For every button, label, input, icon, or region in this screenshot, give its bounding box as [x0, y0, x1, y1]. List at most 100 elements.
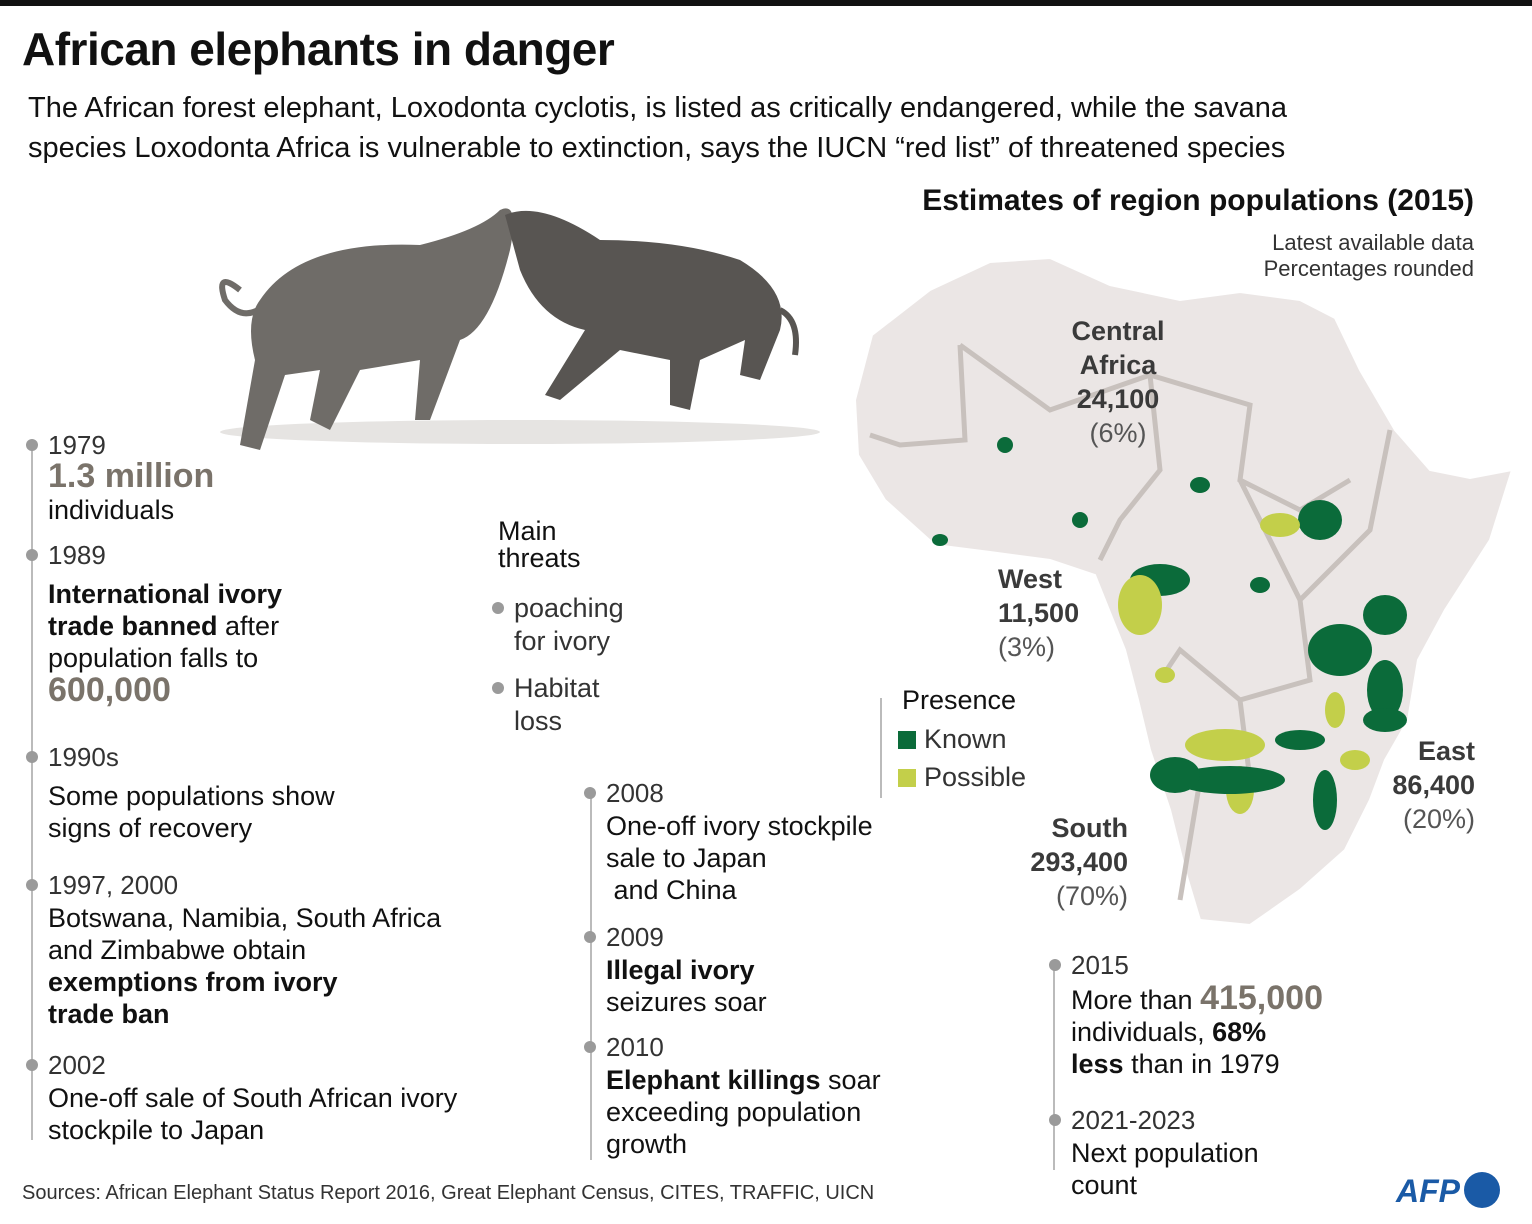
legend-rule — [880, 698, 882, 798]
timeline-line: More than 415,000 — [1071, 981, 1323, 1016]
presence-area — [1072, 512, 1088, 528]
region-share: (20%) — [1402, 804, 1475, 834]
timeline-year: 1990s — [48, 742, 119, 772]
bold-text: Elephant killings — [606, 1065, 821, 1095]
presence-area — [1363, 595, 1407, 635]
region-name: Central Africa — [1071, 316, 1165, 380]
timeline-line: growth — [606, 1128, 881, 1160]
timeline-line: signs of recovery — [48, 812, 335, 844]
timeline-line: less than in 1979 — [1071, 1048, 1323, 1080]
timeline-item: 1979 1.3 million individuals — [48, 430, 214, 526]
legend-item: Possible — [898, 762, 1026, 793]
presence-area — [1155, 667, 1175, 683]
timeline-year: 1997, 2000 — [48, 870, 179, 900]
timeline-line: and China — [606, 874, 873, 906]
presence-area — [1275, 730, 1325, 750]
text-segment: growth — [606, 1129, 688, 1159]
region-name: West — [998, 564, 1063, 594]
timeline-dot — [584, 1041, 596, 1053]
text-segment: Botswana, Namibia, South Africa — [48, 903, 442, 933]
region-label: West 11,500 (3%) — [998, 562, 1079, 664]
threat-dot — [492, 602, 504, 614]
presence-area — [1298, 500, 1342, 540]
timeline-line: trade ban — [48, 998, 441, 1030]
timeline-text: Elephant killings soar exceeding populati… — [606, 1064, 881, 1160]
region-population: 11,500 — [998, 598, 1080, 628]
timeline-dot — [26, 751, 38, 763]
text-segment: than in 1979 — [1123, 1049, 1280, 1079]
timeline-line: Illegal ivory — [606, 954, 767, 986]
timeline-dot — [26, 549, 38, 561]
timeline-item: 2008 One-off ivory stockpile sale to Japan… — [606, 778, 873, 906]
presence-area — [1363, 708, 1407, 732]
presence-area — [1367, 660, 1403, 720]
timeline-dot — [1049, 1114, 1061, 1126]
big-text: 1.3 million — [48, 457, 215, 495]
text-segment: stockpile to Japan — [48, 1115, 265, 1145]
region-population: 86,400 — [1392, 770, 1475, 800]
timeline-year: 2015 — [1071, 950, 1129, 980]
timeline-line: Next population — [1071, 1137, 1259, 1169]
big-text: 600,000 — [48, 671, 171, 709]
timeline-text: Next population count — [1071, 1137, 1259, 1201]
timeline-item: 2010 Elephant killings soar exceeding popu… — [606, 1032, 881, 1160]
top-bar — [0, 0, 1532, 6]
text-segment: after — [217, 611, 280, 641]
presence-area — [932, 534, 948, 546]
timeline-item: 1990s Some populations show signs of recov… — [48, 742, 335, 844]
region-name: East — [1417, 736, 1475, 766]
timeline-text: 1.3 million individuals — [48, 457, 215, 526]
text-segment: More than — [1071, 985, 1201, 1015]
legend-label: Known — [924, 724, 1007, 754]
legend-title: Presence — [902, 685, 1017, 715]
text-segment: population falls to — [48, 643, 259, 673]
text-segment: One-off sale of South African ivory — [48, 1083, 458, 1113]
threats-title: Main threats — [498, 516, 581, 573]
map-note: Percentages rounded — [1263, 256, 1474, 281]
text-segment: individuals, — [1071, 1017, 1213, 1047]
text-segment: and Zimbabwe obtain — [48, 935, 307, 965]
timeline-year: 2008 — [606, 778, 664, 808]
timeline-text: Illegal ivory seizures soar — [606, 954, 767, 1018]
timeline-dot — [584, 787, 596, 799]
legend-swatch — [898, 731, 916, 749]
timeline-item: 1997, 2000 Botswana, Namibia, South Afric… — [48, 870, 441, 1030]
timeline-text: Botswana, Namibia, South Africa and Zimba… — [48, 902, 441, 1030]
presence-area — [1308, 624, 1372, 676]
timeline-dot — [1049, 959, 1061, 971]
timeline-text: Some populations show signs of recovery — [48, 780, 335, 844]
timeline-year: 1989 — [48, 540, 106, 570]
presence-area — [1260, 513, 1300, 537]
region-share: (70%) — [1055, 881, 1128, 911]
timeline-dot — [26, 439, 38, 451]
logo-circle — [1464, 1172, 1500, 1208]
timeline-year: 2010 — [606, 1032, 664, 1062]
region-name: South — [1051, 813, 1128, 843]
timeline-line: International ivory — [48, 578, 282, 610]
presence-area — [1340, 750, 1370, 770]
timeline-dot — [26, 879, 38, 891]
text-segment: count — [1071, 1170, 1138, 1200]
timeline-line: exemptions from ivory — [48, 966, 441, 998]
threat: poaching for ivory — [514, 593, 624, 656]
bold-text: exemptions from ivory — [48, 967, 338, 997]
border — [869, 342, 1393, 901]
presence-area — [1118, 575, 1162, 635]
timeline-line: and Zimbabwe obtain — [48, 934, 441, 966]
text-segment: individuals — [48, 495, 175, 525]
timeline-year: 2009 — [606, 922, 664, 952]
bold-text: 68% — [1212, 1017, 1267, 1047]
text-segment: Next population — [1071, 1138, 1259, 1168]
legend-swatch — [898, 769, 916, 787]
presence-area — [1250, 577, 1270, 593]
timeline-rule — [31, 440, 33, 1140]
bold-text: trade banned — [48, 611, 218, 641]
timeline-line: exceeding population — [606, 1096, 881, 1128]
presence-area — [1175, 766, 1285, 794]
timeline-year: 1979 — [48, 430, 106, 460]
timeline-line: One-off sale of South African ivory — [48, 1082, 457, 1114]
presence-area — [1185, 729, 1265, 761]
presence-area — [997, 437, 1013, 453]
bold-text: Illegal ivory — [606, 955, 755, 985]
